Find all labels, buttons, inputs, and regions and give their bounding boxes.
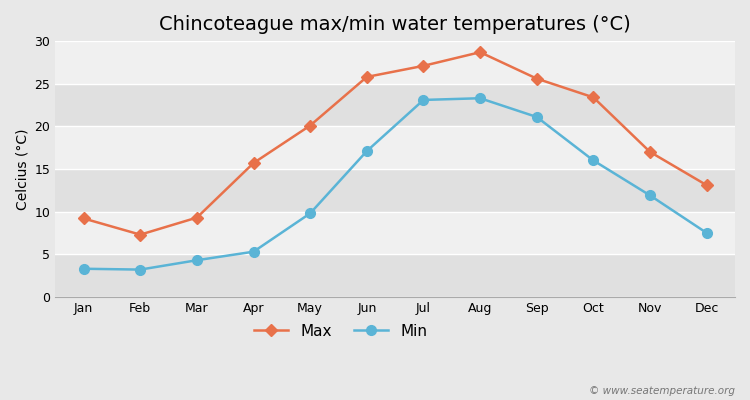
Y-axis label: Celcius (°C): Celcius (°C) [15,128,29,210]
Legend: Max, Min: Max, Min [248,318,433,346]
Bar [56,126,735,169]
Min [362,149,371,154]
Max [193,215,202,220]
Min [249,249,258,254]
Min [476,96,484,101]
Bar [56,254,735,297]
Max [646,150,655,154]
Max [702,183,711,188]
Min [306,211,315,216]
Text: © www.seatemperature.org: © www.seatemperature.org [589,386,735,396]
Max [136,232,145,237]
Max [589,95,598,100]
Min [532,114,542,119]
Max [532,76,542,81]
Min [193,258,202,263]
Line: Max: Max [80,48,711,239]
Min [136,267,145,272]
Min [589,158,598,163]
Min [702,230,711,235]
Min [79,266,88,271]
Min [419,98,428,102]
Max [306,123,315,128]
Max [362,74,371,79]
Bar [56,212,735,254]
Title: Chincoteague max/min water temperatures (°C): Chincoteague max/min water temperatures … [159,15,631,34]
Max [79,216,88,221]
Max [249,161,258,166]
Min [646,193,655,198]
Max [419,64,428,68]
Bar [56,169,735,212]
Line: Min: Min [79,93,712,274]
Max [476,50,484,54]
Bar [56,84,735,126]
Bar [56,41,735,84]
